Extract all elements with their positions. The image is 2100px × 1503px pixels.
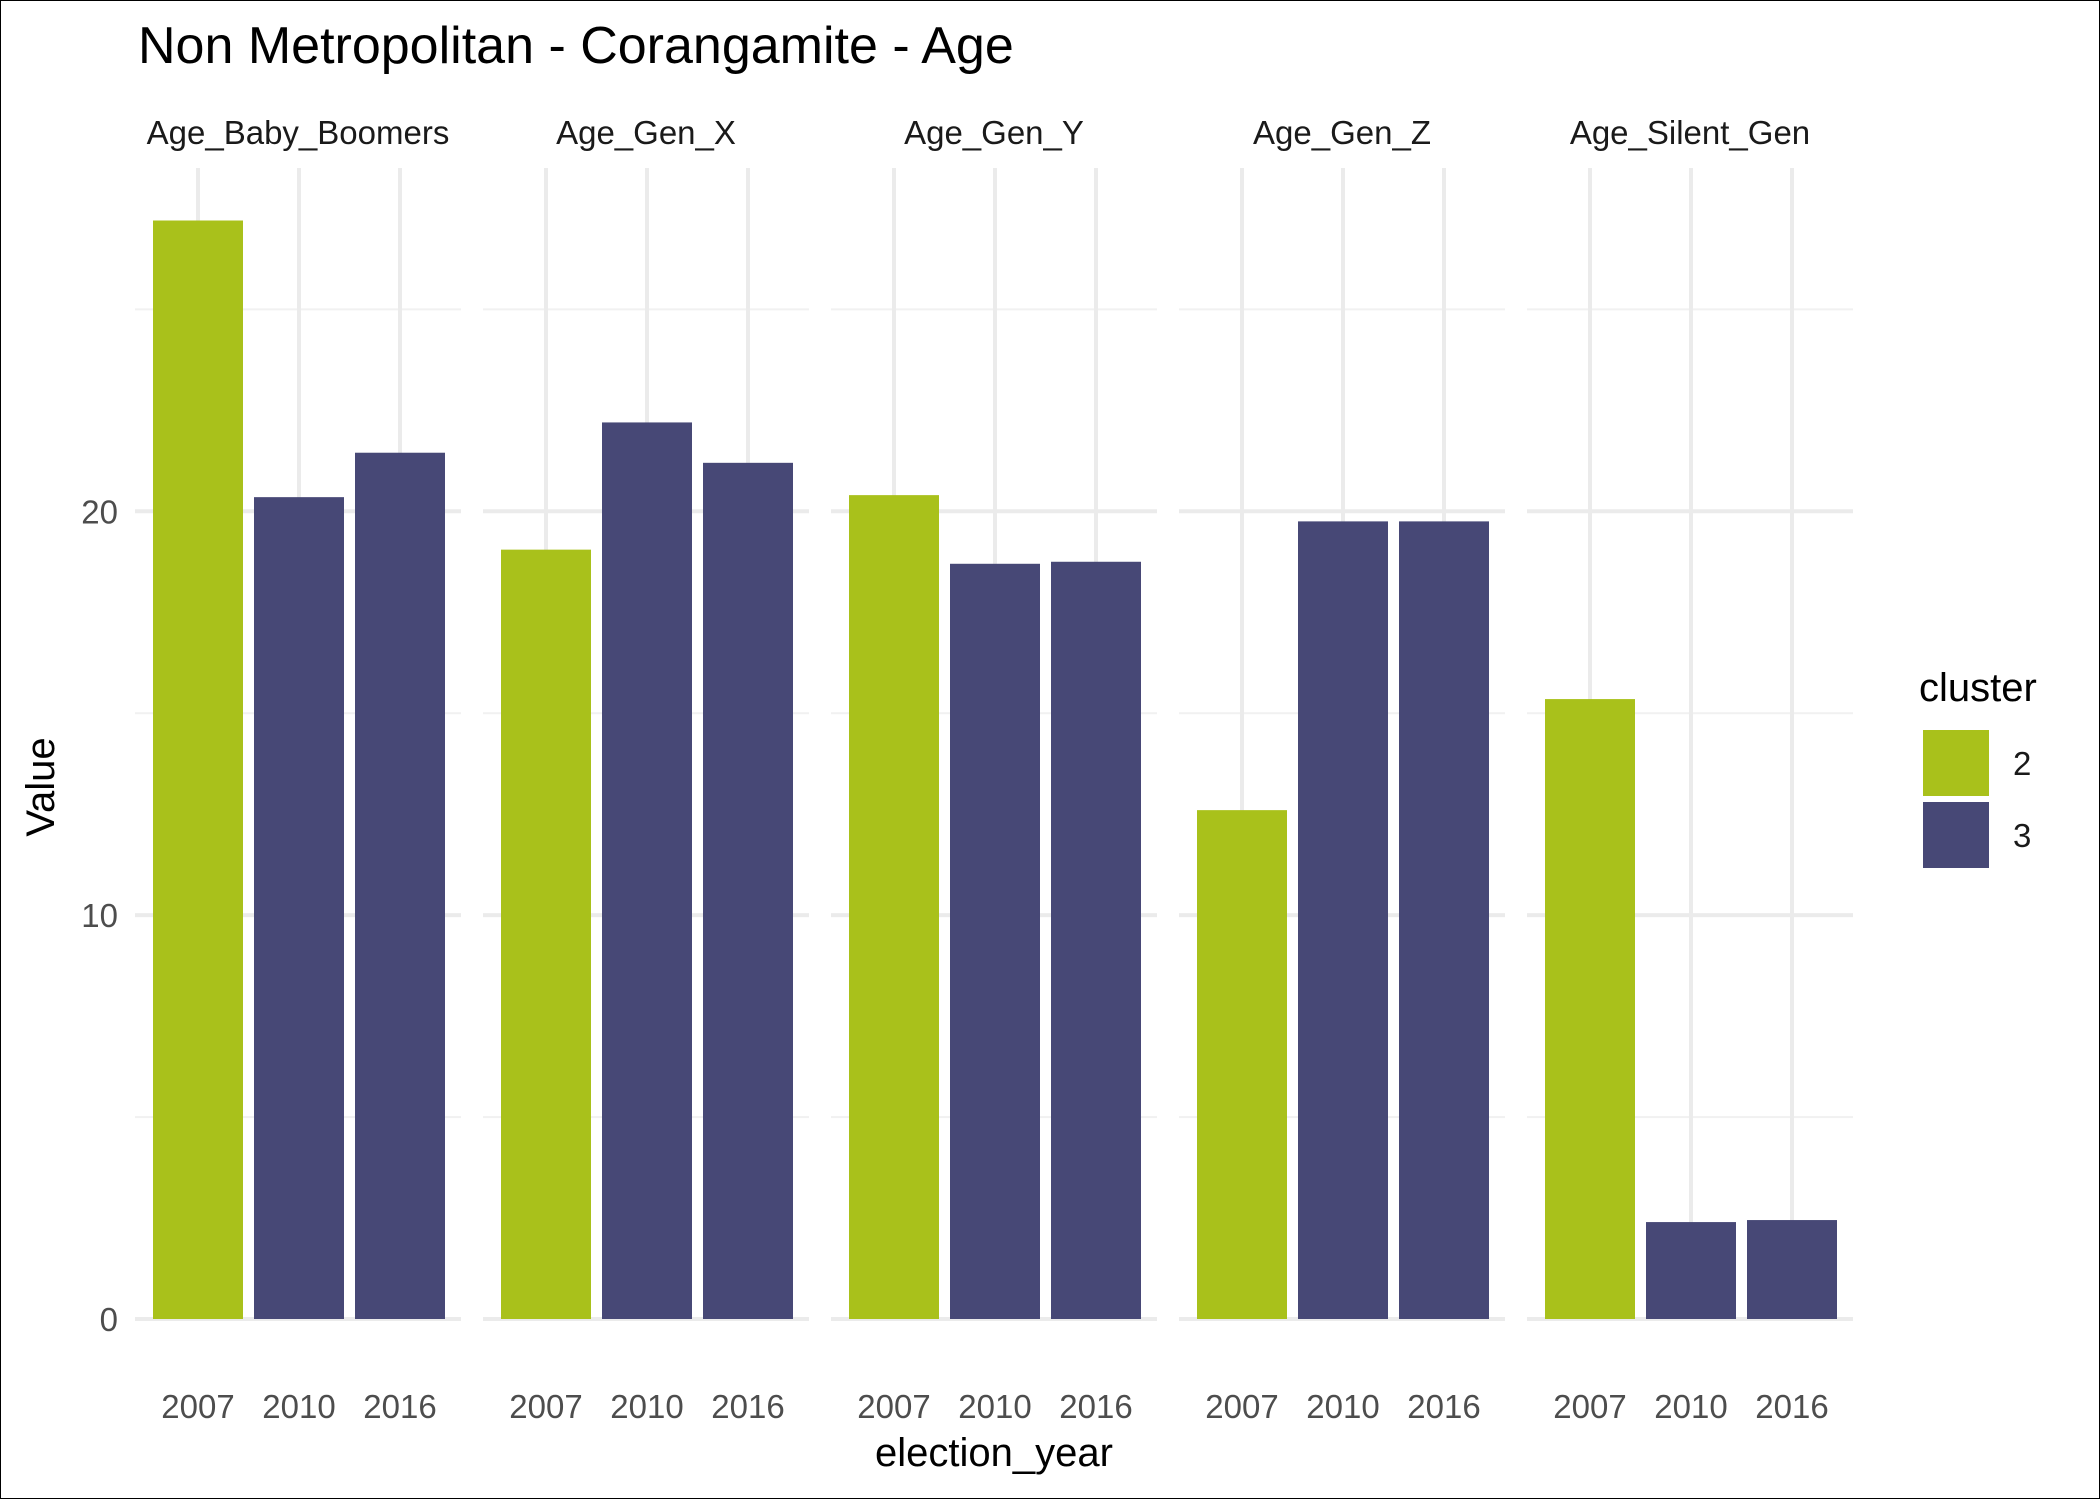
x-tick-label: 2016	[711, 1388, 784, 1425]
y-tick-label: 10	[81, 897, 118, 934]
x-tick-label: 2007	[161, 1388, 234, 1425]
x-tick-label: 2007	[1553, 1388, 1626, 1425]
x-tick-label: 2010	[1654, 1388, 1727, 1425]
chart-title: Non Metropolitan - Corangamite - Age	[138, 17, 1014, 75]
legend-title: cluster	[1919, 666, 2037, 710]
facet-panel: Age_Gen_Z 2007 2010 2016	[1179, 114, 1505, 1425]
x-tick-label: 2016	[1755, 1388, 1828, 1425]
bar	[849, 495, 939, 1319]
x-tick-label: 2007	[509, 1388, 582, 1425]
facet-strip-label: Age_Gen_Y	[904, 114, 1084, 151]
facet-strip-label: Age_Baby_Boomers	[147, 114, 450, 151]
x-tick-label: 2010	[958, 1388, 1031, 1425]
facet-panel: Age_Baby_Boomers 2007 2010 2016	[135, 114, 461, 1425]
x-axis-title: election_year	[875, 1431, 1113, 1475]
y-axis-title: Value	[19, 737, 63, 836]
facet-panels: Age_Baby_Boomers 2007 2010 2016 Age_Gen_X 200…	[135, 114, 1853, 1425]
bar	[1747, 1220, 1837, 1319]
bar	[254, 497, 344, 1319]
x-tick-label: 2007	[857, 1388, 930, 1425]
bar	[602, 422, 692, 1319]
x-tick-label: 2016	[1407, 1388, 1480, 1425]
bar	[950, 563, 1040, 1319]
x-tick-label: 2016	[1059, 1388, 1132, 1425]
facet-strip-label: Age_Gen_X	[556, 114, 736, 151]
facet-panel: Age_Gen_Y 2007 2010 2016	[831, 114, 1157, 1425]
legend-label: 2	[2013, 745, 2031, 782]
x-tick-label: 2016	[363, 1388, 436, 1425]
x-tick-label: 2010	[1306, 1388, 1379, 1425]
bar	[1399, 521, 1489, 1319]
legend-key	[1923, 802, 1989, 868]
x-tick-label: 2010	[610, 1388, 683, 1425]
facet-panel: Age_Gen_X 2007 2010 2016	[483, 114, 809, 1425]
facet-panel: Age_Silent_Gen 2007 2010 2016	[1527, 114, 1853, 1425]
legend: cluster 2 3	[1919, 666, 2037, 868]
bar	[1646, 1222, 1736, 1319]
y-tick-label: 0	[100, 1301, 118, 1338]
bar	[1545, 699, 1635, 1319]
bar	[1197, 810, 1287, 1319]
bar	[153, 220, 243, 1320]
x-tick-label: 2007	[1205, 1388, 1278, 1425]
bar	[1298, 521, 1388, 1319]
bar	[501, 549, 591, 1319]
legend-label: 3	[2013, 817, 2031, 854]
facet-strip-label: Age_Silent_Gen	[1570, 114, 1810, 151]
y-tick-label: 20	[81, 493, 118, 530]
y-axis: 0 10 20	[81, 493, 118, 1338]
legend-key	[1923, 730, 1989, 796]
bar	[703, 462, 793, 1320]
x-tick-label: 2010	[262, 1388, 335, 1425]
bar	[355, 452, 445, 1319]
facet-strip-label: Age_Gen_Z	[1253, 114, 1431, 151]
bar	[1051, 561, 1141, 1319]
